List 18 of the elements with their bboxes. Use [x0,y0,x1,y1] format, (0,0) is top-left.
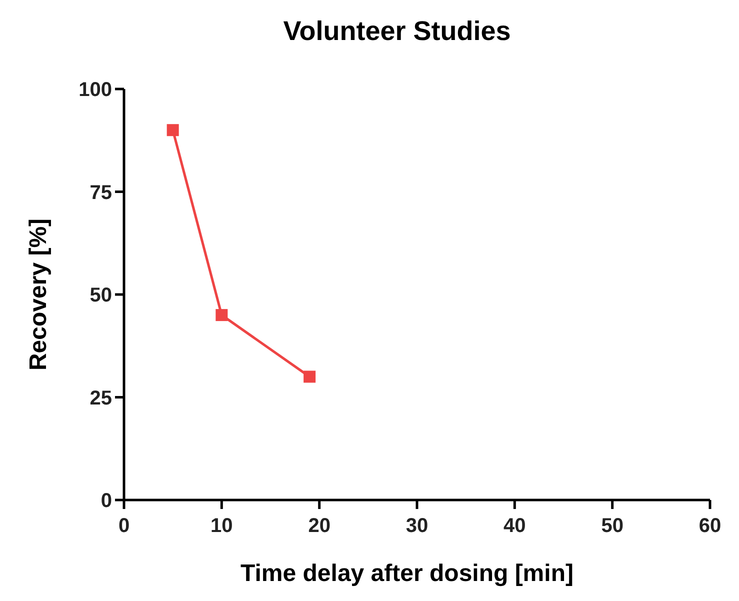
x-axis-title: Time delay after dosing [min] [240,560,574,587]
point [216,309,228,322]
x-tick-label: 20 [308,515,330,537]
y-tick-label: 75 [90,182,112,204]
x-tick-label: 10 [210,515,233,537]
point [304,370,316,383]
y-tick-label: 25 [90,387,112,410]
x-tick-label: 40 [504,515,526,537]
x-tick-label: 0 [118,515,130,537]
chart-title: Volunteer Studies [283,16,511,46]
y-tick-label: 0 [100,490,112,512]
point [166,124,179,136]
x-tick-label: 30 [406,515,428,537]
y-axis-title: Recovery [%] [25,218,52,371]
y-tick-label: 50 [90,284,112,306]
x-tick-label: 50 [601,515,624,537]
x-tick-label: 60 [698,515,722,537]
y-tick-label: 100 [78,79,112,101]
